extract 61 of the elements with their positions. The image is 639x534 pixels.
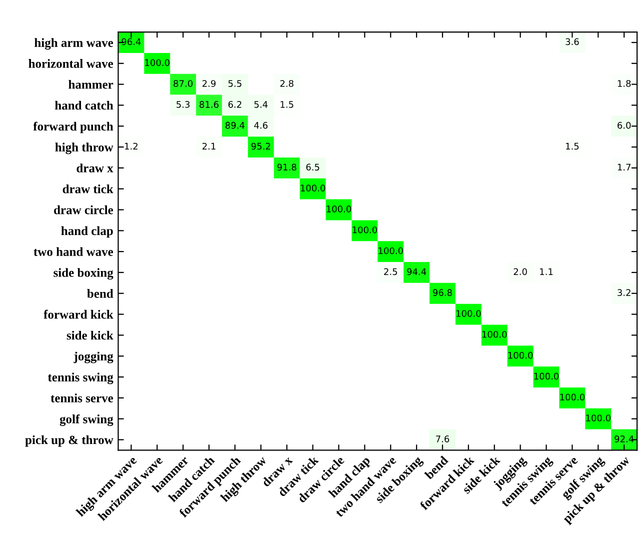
y-tick-label: pick up & throw — [25, 435, 114, 447]
data-label: 2.0 — [514, 268, 527, 276]
data-label: 100.0 — [534, 372, 559, 380]
y-tick-label: side boxing — [54, 268, 114, 280]
data-label: 92.4 — [614, 436, 634, 442]
data-label: 6.2 — [228, 101, 242, 108]
data-label: 100.0 — [326, 206, 352, 212]
data-label: 100.0 — [508, 352, 533, 359]
data-label: 2.1 — [202, 142, 216, 150]
data-label: 3.6 — [566, 38, 579, 46]
data-label: 2.5 — [384, 268, 398, 276]
data-label: 100.0 — [456, 310, 481, 317]
data-label: 91.8 — [277, 164, 296, 171]
data-label: 100.0 — [352, 226, 377, 234]
y-tick-label: draw circle — [54, 205, 114, 214]
data-label: 100.0 — [560, 394, 585, 401]
y-tick-label: tennis swing — [48, 372, 114, 384]
y-tick-label: draw x — [76, 164, 114, 172]
y-tick-label: horizontal wave — [28, 59, 114, 68]
y-tick-label: forward kick — [44, 310, 114, 319]
data-label: 7.6 — [436, 436, 450, 442]
y-tick-label: hammer — [68, 80, 114, 89]
data-label: 100.0 — [145, 59, 170, 66]
data-label: 1.1 — [540, 268, 553, 275]
data-label: 5.4 — [254, 101, 268, 108]
data-label: 1.2 — [125, 142, 138, 150]
data-label: 87.0 — [174, 80, 193, 87]
y-tick-label: bend — [87, 289, 114, 298]
y-tick-label: jogging — [74, 352, 114, 364]
y-tick-label: side kick — [66, 330, 114, 340]
y-tick-label: hand clap — [61, 226, 113, 238]
data-label: 100.0 — [378, 247, 403, 254]
data-label: 100.0 — [586, 414, 610, 422]
y-tick-label: draw tick — [62, 184, 114, 194]
data-label: 5.5 — [228, 80, 242, 87]
data-label: 96.4 — [122, 38, 141, 46]
data-label: 1.5 — [566, 142, 579, 150]
y-tick-label: tennis serve — [50, 394, 114, 402]
data-label: 94.4 — [407, 268, 426, 276]
data-label: 3.2 — [618, 289, 630, 296]
y-tick-label: high throw — [55, 142, 114, 154]
data-label: 96.8 — [433, 289, 452, 296]
data-label: 81.6 — [200, 101, 218, 108]
data-label: 1.8 — [618, 80, 631, 87]
data-label: 6.5 — [306, 164, 320, 171]
data-label: 89.4 — [226, 122, 245, 129]
data-label: 1.7 — [618, 164, 631, 170]
data-label: 6.0 — [618, 122, 631, 129]
data-label: 2.8 — [280, 80, 294, 87]
data-label: 95.2 — [251, 142, 270, 150]
y-tick-label: golf swing — [60, 414, 114, 426]
y-tick-label: hand catch — [54, 100, 114, 110]
data-label: 100.0 — [482, 330, 507, 338]
data-label: 100.0 — [300, 184, 326, 192]
y-tick-label: forward punch — [33, 122, 114, 134]
y-tick-label: two hand wave — [34, 247, 114, 256]
data-label: 1.5 — [280, 101, 294, 108]
data-label: 2.9 — [202, 80, 216, 87]
y-tick-label: high arm wave — [34, 38, 114, 50]
data-label: 4.6 — [254, 122, 268, 129]
data-label: 5.3 — [176, 101, 190, 108]
